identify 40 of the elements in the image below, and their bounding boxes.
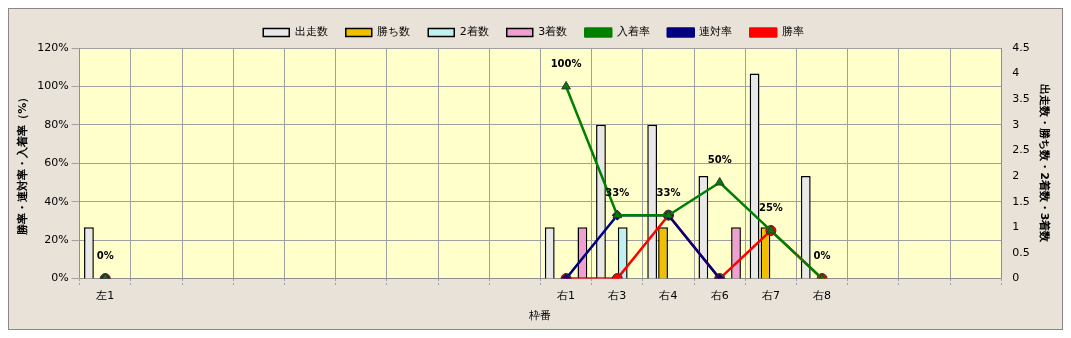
data-label: 33% (656, 186, 681, 198)
y-tick-label: 80% (44, 117, 69, 131)
legend-label: 連対率 (699, 25, 733, 39)
y2-tick-label: 0 (1012, 271, 1020, 285)
y2-tick-label: 4.5 (1012, 40, 1030, 54)
y2-tick-label: 4 (1012, 66, 1020, 80)
y-tick-label: 60% (44, 156, 69, 170)
data-label: 50% (707, 154, 732, 166)
x-tick-label: 右7 (761, 289, 780, 303)
y-tick-label: 20% (44, 233, 69, 247)
y2-tick-label: 1.5 (1012, 194, 1030, 208)
x-tick-label: 右6 (710, 289, 729, 303)
y2-axis-title: 出走数・勝ち数・2着数・3着数 (1037, 84, 1051, 244)
x-axis-title: 枠番 (528, 309, 552, 323)
y2-tick-label: 1 (1012, 220, 1020, 234)
y2-tick-label: 0.5 (1012, 245, 1030, 259)
y-tick-label: 120% (37, 40, 69, 54)
legend-label: 3着数 (538, 25, 568, 39)
legend-label: 出走数 (294, 25, 328, 39)
y-tick-label: 100% (37, 79, 69, 93)
legend-label: 勝ち数 (377, 25, 411, 39)
data-label: 25% (758, 202, 783, 214)
x-tick-label: 左1 (96, 289, 115, 303)
legend-label: 入着率 (616, 25, 650, 39)
legend-label: 勝率 (781, 25, 804, 39)
legend-label: 2着数 (459, 25, 489, 39)
y2-tick-label: 3 (1012, 117, 1020, 131)
data-label: 100% (550, 58, 582, 70)
x-tick-label: 右4 (659, 289, 678, 303)
data-label: 0% (813, 250, 831, 262)
y-tick-label: 0% (51, 271, 69, 285)
x-tick-label: 右3 (608, 289, 627, 303)
data-label: 0% (96, 250, 114, 262)
y2-tick-label: 2 (1012, 168, 1020, 182)
x-tick-label: 右8 (813, 289, 832, 303)
y2-tick-label: 2.5 (1012, 143, 1030, 157)
y2-tick-label: 3.5 (1012, 92, 1030, 106)
x-tick-label: 右1 (557, 289, 576, 303)
y-tick-label: 40% (44, 194, 69, 208)
y-axis-title: 勝率・連対率・入着率（%） (16, 91, 30, 236)
